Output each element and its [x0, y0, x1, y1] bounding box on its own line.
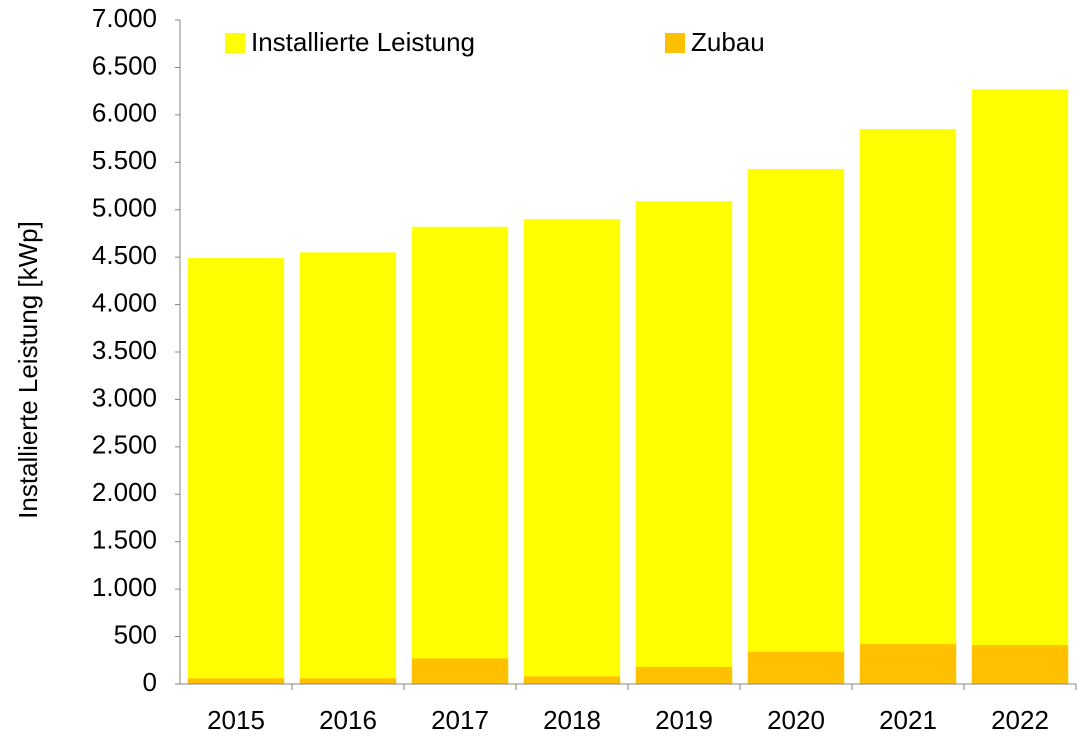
x-tick-label: 2018 — [543, 705, 601, 735]
y-tick-label: 3.000 — [92, 382, 157, 412]
legend-swatch — [665, 33, 685, 53]
bar — [747, 651, 845, 684]
x-tick-label: 2020 — [767, 705, 825, 735]
y-tick-label: 6.000 — [92, 98, 157, 128]
x-tick-label: 2016 — [319, 705, 377, 735]
legend-label: Installierte Leistung — [251, 27, 475, 57]
x-tick-label: 2021 — [879, 705, 937, 735]
x-tick-label: 2015 — [207, 705, 265, 735]
y-tick-label: 5.500 — [92, 145, 157, 175]
bar — [971, 645, 1069, 684]
x-tick-label: 2019 — [655, 705, 713, 735]
bar — [859, 129, 957, 685]
y-tick-label: 2.500 — [92, 430, 157, 460]
bar — [523, 219, 621, 684]
bar — [859, 644, 957, 684]
y-tick-label: 6.500 — [92, 50, 157, 80]
bar — [187, 258, 285, 684]
y-tick-label: 0 — [143, 667, 157, 697]
legend-swatch — [225, 33, 245, 53]
y-tick-label: 1.000 — [92, 572, 157, 602]
y-tick-label: 5.000 — [92, 193, 157, 223]
y-tick-label: 1.500 — [92, 525, 157, 555]
x-tick-label: 2017 — [431, 705, 489, 735]
y-tick-label: 500 — [114, 619, 157, 649]
y-tick-label: 7.000 — [92, 3, 157, 33]
bar — [523, 676, 621, 684]
bar — [187, 678, 285, 684]
y-tick-label: 4.500 — [92, 240, 157, 270]
legend-label: Zubau — [691, 27, 765, 57]
bar — [411, 658, 509, 684]
x-tick-label: 2022 — [991, 705, 1049, 735]
bar — [299, 252, 397, 684]
y-tick-label: 4.000 — [92, 287, 157, 317]
bar — [747, 168, 845, 684]
y-axis-title: Installierte Leistung [kWp] — [13, 221, 43, 519]
y-tick-label: 2.000 — [92, 477, 157, 507]
y-tick-label: 3.500 — [92, 335, 157, 365]
bar — [635, 666, 733, 684]
bar — [971, 89, 1069, 684]
bar — [299, 678, 397, 684]
bar — [635, 201, 733, 685]
bar — [411, 226, 509, 684]
